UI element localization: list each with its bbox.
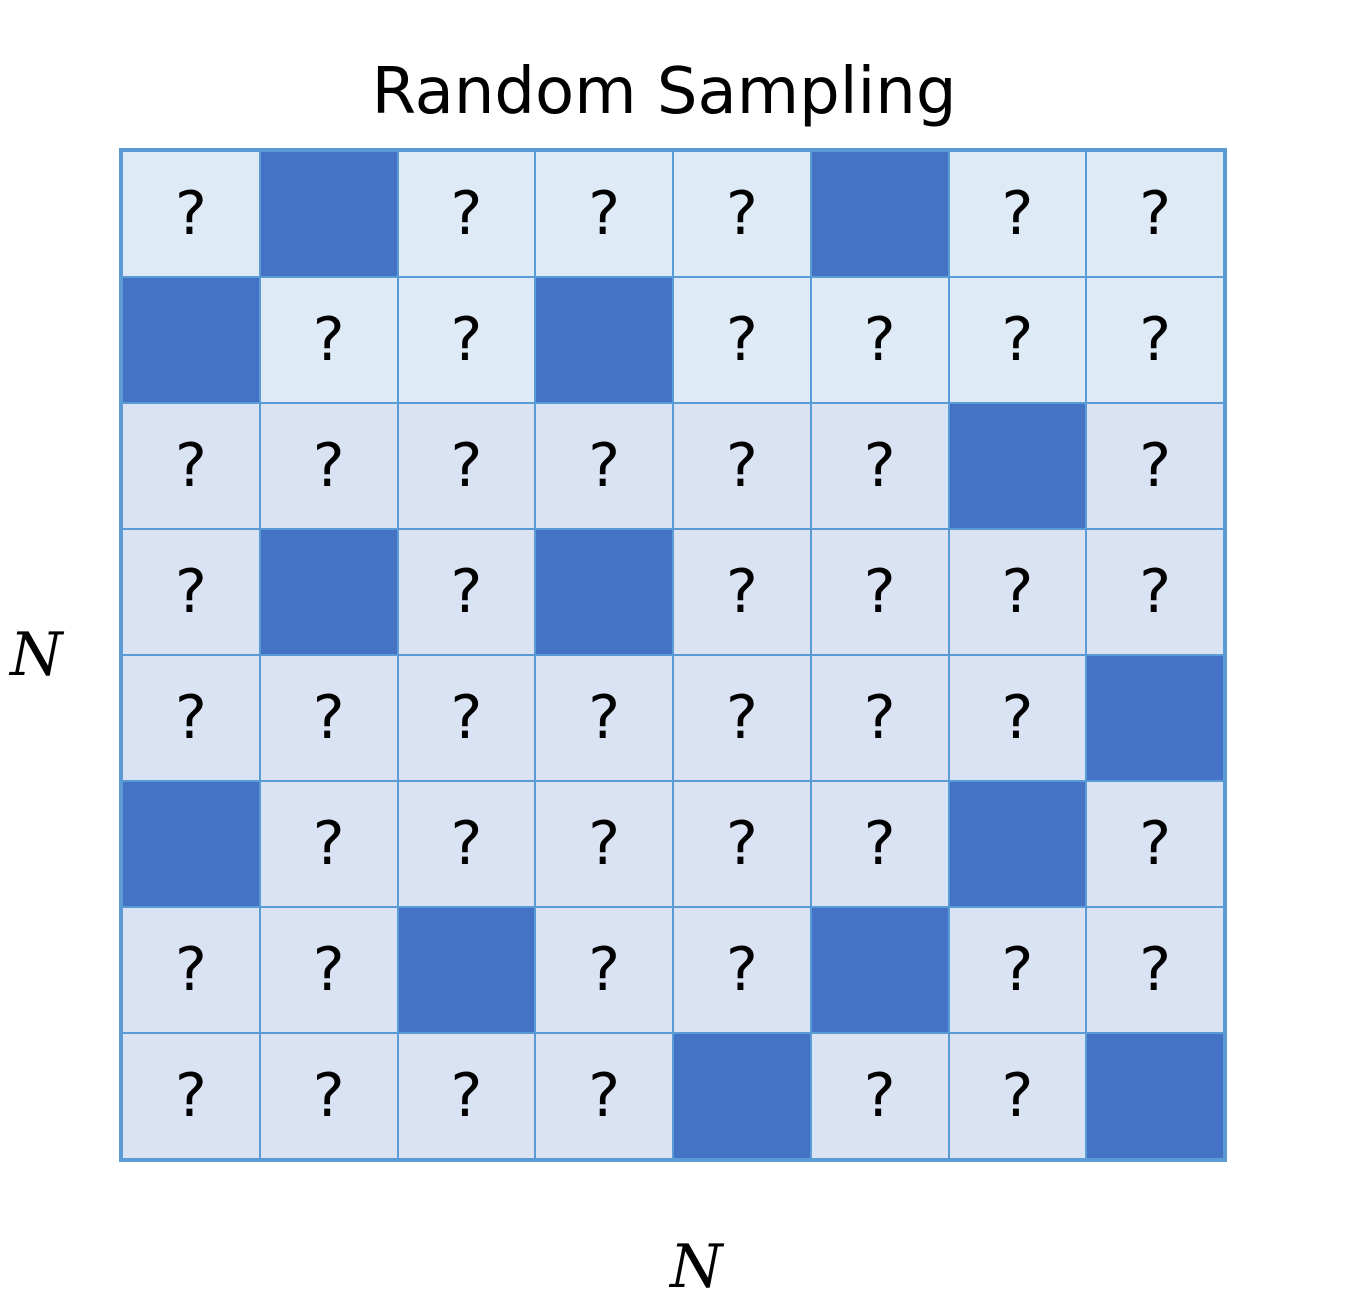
unknown-cell: ?: [810, 655, 949, 781]
unknown-cell: ?: [1086, 403, 1224, 529]
unknown-cell: ?: [122, 529, 260, 655]
sampled-cell: [1086, 655, 1224, 781]
unknown-cell: ?: [535, 907, 673, 1033]
sampled-cell: [810, 907, 949, 1033]
unknown-cell: ?: [259, 1033, 398, 1159]
unknown-cell: ?: [535, 403, 673, 529]
unknown-cell: ?: [948, 655, 1087, 781]
unknown-cell: ?: [397, 1033, 536, 1159]
sampled-cell: [535, 277, 673, 403]
unknown-cell: ?: [948, 907, 1087, 1033]
unknown-cell: ?: [1086, 277, 1224, 403]
sampled-cell: [535, 529, 673, 655]
unknown-cell: ?: [535, 1033, 673, 1159]
unknown-cell: ?: [948, 529, 1087, 655]
unknown-cell: ?: [122, 1033, 260, 1159]
unknown-cell: ?: [810, 277, 949, 403]
sampled-cell: [673, 1033, 811, 1159]
unknown-cell: ?: [673, 277, 811, 403]
unknown-cell: ?: [122, 907, 260, 1033]
unknown-cell: ?: [397, 277, 536, 403]
unknown-cell: ?: [259, 781, 398, 907]
unknown-cell: ?: [535, 655, 673, 781]
sampling-matrix: ????????????????????????????????????????…: [119, 148, 1227, 1162]
unknown-cell: ?: [810, 1033, 949, 1159]
sampled-cell: [122, 277, 260, 403]
column-dimension-label: N: [670, 1232, 723, 1302]
sampled-cell: [259, 151, 398, 277]
unknown-cell: ?: [397, 529, 536, 655]
unknown-cell: ?: [122, 151, 260, 277]
unknown-cell: ?: [397, 781, 536, 907]
unknown-cell: ?: [535, 781, 673, 907]
unknown-cell: ?: [259, 403, 398, 529]
unknown-cell: ?: [948, 1033, 1087, 1159]
unknown-cell: ?: [397, 403, 536, 529]
unknown-cell: ?: [259, 907, 398, 1033]
unknown-cell: ?: [259, 277, 398, 403]
unknown-cell: ?: [673, 781, 811, 907]
unknown-cell: ?: [948, 151, 1087, 277]
unknown-cell: ?: [673, 655, 811, 781]
unknown-cell: ?: [1086, 781, 1224, 907]
sampled-cell: [259, 529, 398, 655]
unknown-cell: ?: [673, 529, 811, 655]
sampled-cell: [397, 907, 536, 1033]
unknown-cell: ?: [810, 781, 949, 907]
unknown-cell: ?: [673, 151, 811, 277]
unknown-cell: ?: [397, 655, 536, 781]
unknown-cell: ?: [1086, 529, 1224, 655]
unknown-cell: ?: [122, 403, 260, 529]
unknown-cell: ?: [673, 403, 811, 529]
unknown-cell: ?: [397, 151, 536, 277]
sampled-cell: [948, 781, 1087, 907]
diagram-title: Random Sampling: [371, 55, 957, 129]
unknown-cell: ?: [810, 403, 949, 529]
unknown-cell: ?: [122, 655, 260, 781]
sampled-cell: [1086, 1033, 1224, 1159]
unknown-cell: ?: [673, 907, 811, 1033]
unknown-cell: ?: [948, 277, 1087, 403]
unknown-cell: ?: [810, 529, 949, 655]
sampled-cell: [948, 403, 1087, 529]
sampled-cell: [122, 781, 260, 907]
unknown-cell: ?: [259, 655, 398, 781]
sampled-cell: [810, 151, 949, 277]
unknown-cell: ?: [535, 151, 673, 277]
unknown-cell: ?: [1086, 151, 1224, 277]
unknown-cell: ?: [1086, 907, 1224, 1033]
row-dimension-label: N: [10, 620, 63, 690]
